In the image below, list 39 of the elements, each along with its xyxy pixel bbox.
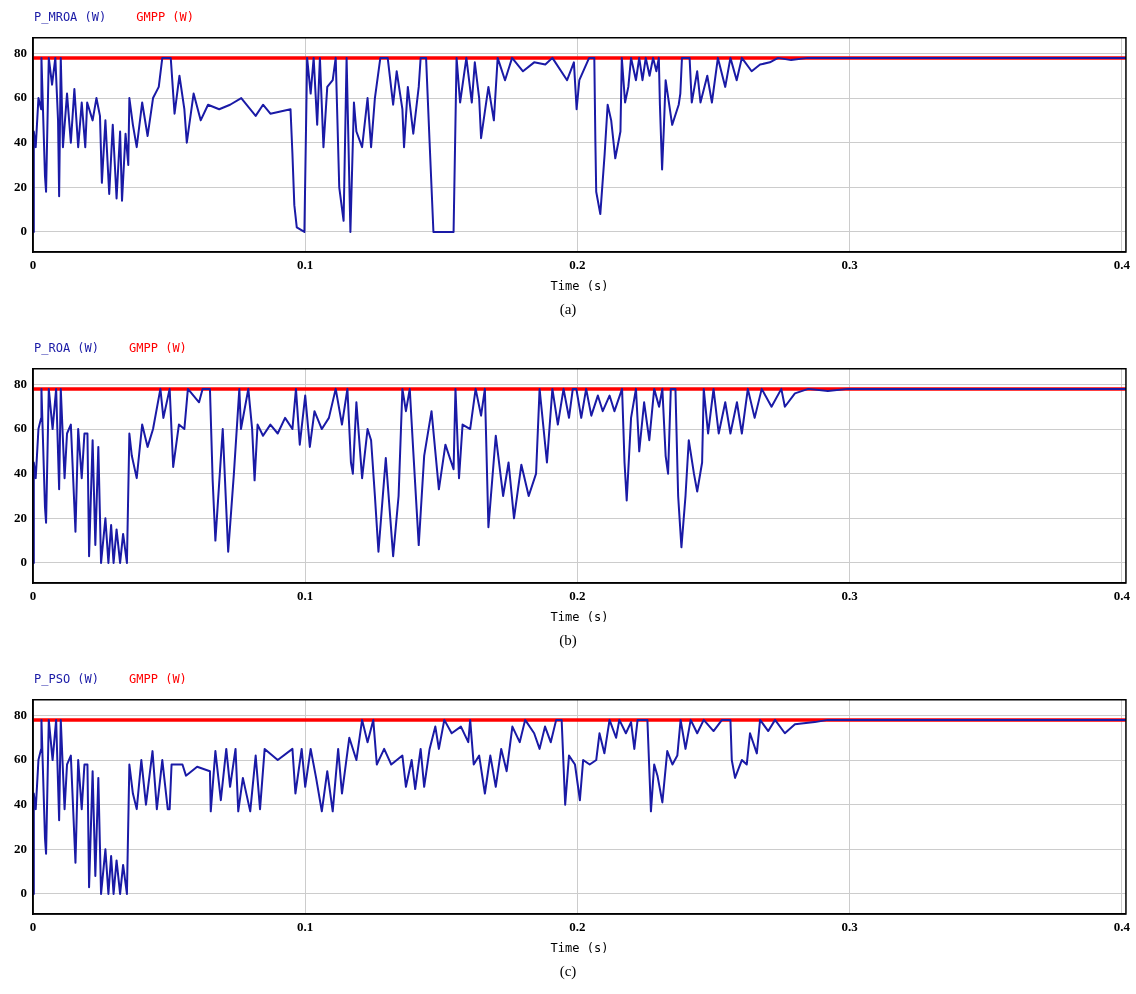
y-tick-label: 80 — [14, 44, 27, 60]
text: P_MROA (W) — [34, 10, 107, 24]
y-tick-label: 20 — [14, 840, 27, 856]
text: GMPP (W) — [136, 10, 195, 24]
y-tick-label: 80 — [14, 375, 27, 391]
x-tick-label: 0.3 — [841, 588, 859, 604]
x-tick-label: 0.4 — [1113, 919, 1131, 935]
x-tick-label: 0.4 — [1113, 257, 1131, 273]
x-axis-title: Time (s) — [550, 940, 609, 955]
y-tick-label: 60 — [14, 420, 27, 436]
text: P_PSO (W) — [34, 672, 100, 686]
y-tick-label: 40 — [14, 465, 27, 481]
y-tick-label: 0 — [20, 223, 27, 239]
text: GMPP (W) — [129, 672, 187, 686]
text: (b) — [558, 631, 578, 650]
x-tick-label: 0.1 — [297, 588, 314, 604]
x-tick-label: 0.2 — [569, 257, 586, 273]
x-axis-title: Time (s) — [550, 278, 609, 293]
y-tick-label: 40 — [14, 796, 27, 812]
y-tick-label: 60 — [14, 751, 27, 767]
y-tick-label: 20 — [14, 178, 27, 194]
x-tick-label: 0.3 — [841, 257, 859, 273]
text: P_ROA (W) — [34, 341, 100, 355]
x-tick-label: 0.2 — [569, 919, 586, 935]
x-tick-label: 0.1 — [297, 919, 314, 935]
y-tick-label: 40 — [14, 134, 27, 150]
text: (c) — [558, 962, 578, 981]
y-tick-label: 80 — [14, 706, 27, 722]
x-tick-label: 0.1 — [297, 257, 314, 273]
x-tick-label: 0.3 — [841, 919, 859, 935]
y-tick-label: 20 — [14, 509, 27, 525]
text: GMPP (W) — [129, 341, 187, 355]
y-tick-label: 60 — [14, 89, 27, 105]
y-tick-label: 0 — [20, 554, 27, 570]
text: (a) — [558, 300, 578, 319]
x-axis-title: Time (s) — [550, 609, 609, 624]
y-tick-label: 0 — [20, 885, 27, 901]
x-tick-label: 0.4 — [1113, 588, 1131, 604]
x-tick-label: 0.2 — [569, 588, 586, 604]
